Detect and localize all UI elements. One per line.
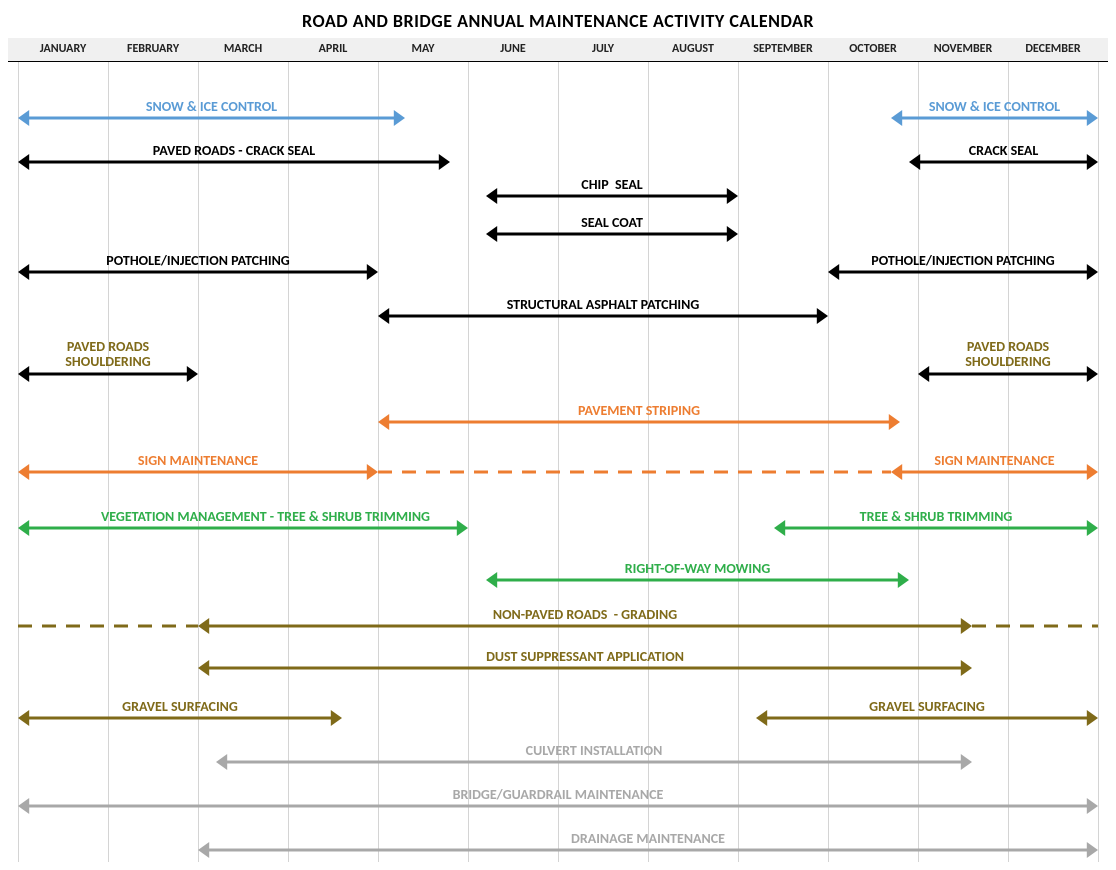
gantt-bar bbox=[8, 640, 1108, 641]
gantt-lane: CHIP SEAL bbox=[8, 176, 1108, 210]
gantt-bar-label: STRUCTURAL ASPHALT PATCHING bbox=[507, 298, 700, 313]
gantt-lane: SIGN MAINTENANCE SIGN MAINTENANCE bbox=[8, 436, 1108, 486]
gantt-lane: POTHOLE/INJECTION PATCHING POTHOLE/INJECT… bbox=[8, 248, 1108, 286]
month-label: DECEMBER bbox=[1025, 42, 1080, 56]
chart-title: ROAD AND BRIDGE ANNUAL MAINTENANCE ACTIV… bbox=[8, 8, 1108, 38]
gantt-bar-label: POTHOLE/INJECTION PATCHING bbox=[871, 254, 1054, 269]
month-label: SEPTEMBER bbox=[753, 42, 813, 56]
gantt-bar-label: CHIP SEAL bbox=[581, 178, 642, 193]
gantt-bar-label: CRACK SEAL bbox=[969, 144, 1039, 159]
maintenance-calendar-chart: ROAD AND BRIDGE ANNUAL MAINTENANCE ACTIV… bbox=[8, 8, 1108, 862]
gantt-lane: DRAINAGE MAINTENANCE bbox=[8, 820, 1108, 864]
month-label: OCTOBER bbox=[849, 42, 897, 56]
gantt-lane: PAVED ROADS - CRACK SEAL CRACK SEAL bbox=[8, 132, 1108, 176]
month-label: NOVEMBER bbox=[934, 42, 993, 56]
gantt-bar bbox=[8, 286, 1108, 287]
gantt-bar bbox=[8, 248, 1108, 249]
gantt-lane: SNOW & ICE CONTROL SNOW & ICE CONTROL bbox=[8, 92, 1108, 132]
gantt-lane: STRUCTURAL ASPHALT PATCHING bbox=[8, 286, 1108, 330]
gantt-lane: BRIDGE/GUARDRAIL MAINTENANCE bbox=[8, 776, 1108, 820]
gantt-bar-label: SNOW & ICE CONTROL bbox=[929, 100, 1060, 115]
gantt-lane: NON-PAVED ROADS - GRADING bbox=[8, 594, 1108, 640]
gantt-bar bbox=[8, 594, 1108, 595]
month-label: JULY bbox=[592, 42, 614, 56]
month-label: FEBRUARY bbox=[127, 42, 179, 56]
gantt-lane: PAVEMENT STRIPING bbox=[8, 388, 1108, 436]
gantt-bar-label: VEGETATION MANAGEMENT - TREE & SHRUB TRI… bbox=[101, 510, 430, 525]
month-label: MAY bbox=[411, 42, 434, 56]
gantt-lane: PAVED ROADS SHOULDERING PAVED ROADS SHOUL… bbox=[8, 330, 1108, 388]
chart-grid: SNOW & ICE CONTROL SNOW & ICE CONTROL PAVE… bbox=[8, 62, 1108, 862]
gantt-bar-label: PAVED ROADS SHOULDERING bbox=[965, 340, 1050, 369]
gantt-bar-label: RIGHT-OF-WAY MOWING bbox=[625, 562, 771, 577]
gantt-bar bbox=[8, 732, 1108, 733]
gantt-bar-label: DRAINAGE MAINTENANCE bbox=[571, 832, 725, 847]
gantt-bar bbox=[8, 92, 1108, 93]
gantt-bar-label: POTHOLE/INJECTION PATCHING bbox=[106, 254, 289, 269]
gantt-bar bbox=[8, 542, 1108, 543]
gantt-bar-label: SIGN MAINTENANCE bbox=[934, 454, 1054, 469]
month-label: AUGUST bbox=[672, 42, 714, 56]
gantt-bar bbox=[8, 486, 1108, 487]
gantt-bar bbox=[8, 132, 1108, 133]
gantt-lane: GRAVEL SURFACING GRAVEL SURFACING bbox=[8, 682, 1108, 732]
gantt-bar-label: GRAVEL SURFACING bbox=[122, 700, 238, 715]
gantt-bar-label: TREE & SHRUB TRIMMING bbox=[860, 510, 1013, 525]
gantt-bar bbox=[8, 776, 1108, 777]
month-label: MARCH bbox=[224, 42, 262, 56]
gantt-bar bbox=[8, 176, 1108, 177]
gantt-bar bbox=[8, 436, 1108, 437]
gantt-bar-label: BRIDGE/GUARDRAIL MAINTENANCE bbox=[453, 788, 664, 803]
gantt-bar bbox=[8, 388, 1108, 389]
gantt-bar-label: DUST SUPPRESSANT APPLICATION bbox=[486, 650, 684, 665]
gantt-bar bbox=[8, 330, 1108, 331]
gantt-bar-label: SNOW & ICE CONTROL bbox=[146, 100, 277, 115]
gantt-lane: DUST SUPPRESSANT APPLICATION bbox=[8, 640, 1108, 682]
gantt-lane: CULVERT INSTALLATION bbox=[8, 732, 1108, 776]
gantt-bar-label: NON-PAVED ROADS - GRADING bbox=[493, 608, 677, 623]
month-label: JUNE bbox=[500, 42, 526, 56]
gantt-lane: VEGETATION MANAGEMENT - TREE & SHRUB TRI… bbox=[8, 486, 1108, 542]
month-label: JANUARY bbox=[40, 42, 86, 56]
gantt-bar bbox=[8, 210, 1108, 211]
month-label: APRIL bbox=[319, 42, 348, 56]
gantt-bar bbox=[8, 820, 1108, 821]
month-header-row: JANUARY FEBRUARY MARCH APRIL MAY JUNE JULY AUGU… bbox=[8, 38, 1108, 62]
gantt-bar-label: PAVED ROADS - CRACK SEAL bbox=[153, 144, 315, 159]
gantt-bar bbox=[8, 682, 1108, 683]
gantt-bar-label: PAVEMENT STRIPING bbox=[578, 404, 700, 419]
gantt-lane: SEAL COAT bbox=[8, 210, 1108, 248]
gantt-bar-label: PAVED ROADS SHOULDERING bbox=[65, 340, 150, 369]
gantt-bar-label: CULVERT INSTALLATION bbox=[526, 744, 663, 759]
gantt-lane: RIGHT-OF-WAY MOWING bbox=[8, 542, 1108, 594]
gantt-bar-label: SIGN MAINTENANCE bbox=[138, 454, 258, 469]
gantt-bar-label: SEAL COAT bbox=[581, 216, 643, 231]
gantt-bar-label: GRAVEL SURFACING bbox=[869, 700, 985, 715]
